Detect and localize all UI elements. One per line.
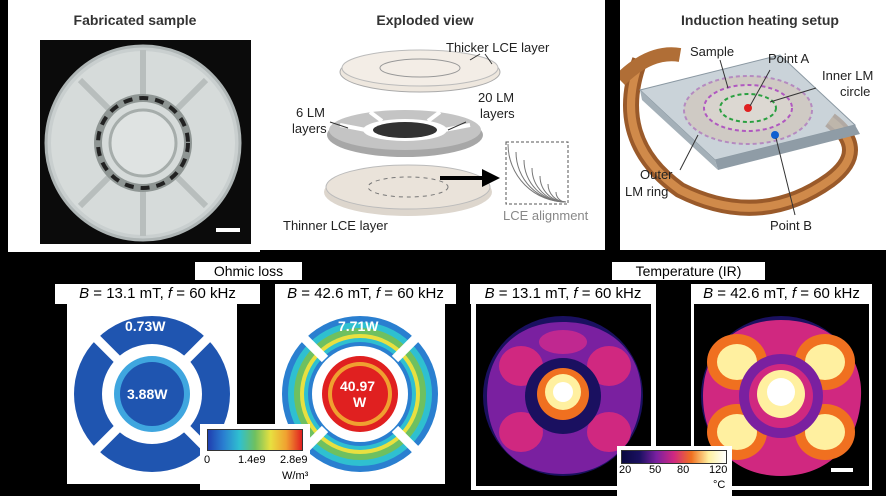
ohmic-high-inner-value: 40.97	[340, 378, 376, 394]
label-point-a: Point A	[768, 51, 810, 66]
induction-title: Induction heating setup	[681, 12, 839, 28]
label-point-b: Point B	[770, 218, 812, 233]
label-inner-lm: Inner LM	[822, 68, 874, 83]
fabricated-title: Fabricated sample	[73, 12, 197, 28]
exploded-title: Exploded view	[376, 12, 474, 28]
ir-map-low	[471, 304, 656, 490]
ohmic-tick-1: 1.4e9	[238, 454, 266, 466]
ohmic-colorbar: 0 1.4e9 2.8e9 W/m³	[200, 424, 310, 490]
ir-unit: °C	[713, 479, 726, 491]
ohmic-high-outer-value: 7.71W	[338, 318, 379, 334]
fabricated-photo	[40, 40, 251, 244]
temperature-condition-2: B = 42.6 mT, f = 60 kHz	[691, 284, 872, 304]
ohmic-low-inner-value: 3.88W	[127, 386, 168, 402]
ir-tick-120: 120	[709, 464, 728, 476]
ohmic-header: Ohmic loss	[195, 262, 302, 280]
label-sample: Sample	[690, 44, 735, 59]
label-outer-lm: Outer	[640, 167, 673, 182]
label-twenty-lm: 20 LM	[478, 90, 515, 105]
ohmic-high-inner-unit: W	[353, 394, 367, 410]
ohmic-tick-0: 0	[204, 454, 211, 466]
label-six-lm: 6 LM	[296, 105, 325, 120]
induction-diagram	[615, 30, 886, 245]
ohmic-low-outer-value: 0.73W	[125, 318, 166, 334]
ir-map-high	[691, 304, 872, 490]
ohmic-unit: W/m³	[282, 470, 309, 482]
label-thicker-lce: Thicker LCE layer	[446, 40, 550, 55]
label-twenty-lm-2: layers	[480, 106, 515, 121]
label-six-lm-2: layers	[292, 121, 327, 136]
ohmic-tick-2: 2.8e9	[280, 454, 308, 466]
ir-tick-20: 20	[619, 464, 632, 476]
temperature-header: Temperature (IR)	[612, 262, 765, 280]
exploded-diagram	[270, 30, 605, 245]
ir-tick-80: 80	[677, 464, 690, 476]
ohmic-map-low	[67, 304, 237, 484]
ohmic-map-high	[275, 304, 445, 484]
ohmic-condition-1: B = 13.1 mT, f = 60 kHz	[55, 284, 260, 304]
label-lce-alignment: LCE alignment	[503, 208, 589, 223]
ir-tick-50: 50	[649, 464, 662, 476]
label-inner-lm-2: circle	[840, 84, 871, 99]
label-outer-lm-2: LM ring	[625, 184, 669, 199]
label-thinner-lce: Thinner LCE layer	[283, 218, 388, 233]
ohmic-condition-2: B = 42.6 mT, f = 60 kHz	[275, 284, 456, 304]
ir-colorbar: 20 50 80 120 °C	[617, 446, 732, 496]
temperature-condition-1: B = 13.1 mT, f = 60 kHz	[470, 284, 656, 304]
